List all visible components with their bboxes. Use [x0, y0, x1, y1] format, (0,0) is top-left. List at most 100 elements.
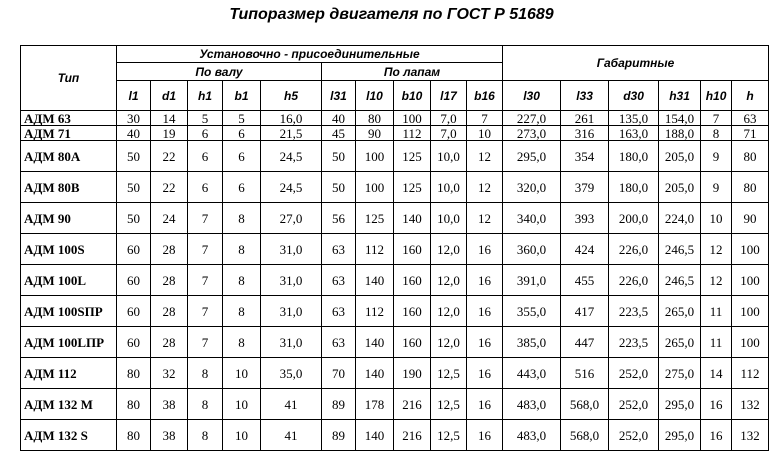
cell: 6	[222, 140, 261, 172]
column-header: b16	[465, 80, 504, 111]
cell: 31,0	[260, 233, 322, 265]
cell: 6	[222, 171, 261, 203]
cell: 447	[560, 326, 610, 358]
cell: 190	[393, 357, 431, 389]
motor-type: АДМ 63	[20, 110, 117, 126]
cell: 14	[150, 110, 188, 126]
cell: 12	[465, 140, 504, 172]
cell: 16	[465, 264, 504, 296]
cell: 135,0	[608, 110, 660, 126]
cell: 132	[731, 388, 770, 420]
column-header: d30	[608, 80, 660, 111]
cell: 31,0	[260, 295, 322, 327]
cell: 22	[150, 171, 188, 203]
cell: 28	[150, 326, 188, 358]
table: Тип Установочно - присоединительные Габа…	[20, 45, 770, 451]
cell: 16	[700, 419, 733, 451]
column-header: h5	[260, 80, 322, 111]
table-row: АДМ 80В 50 22 6 6 24,5 50 100 125 10,0 12 320,0 379 1…	[20, 171, 770, 203]
cell: 295,0	[658, 419, 702, 451]
table-row: АДМ 63 30 14 5 5 16,0 40 80 100 7,0 7 227,0 261 135,0…	[20, 110, 770, 126]
cell: 80	[116, 419, 151, 451]
column-header: d1	[150, 80, 188, 111]
cell: 80	[731, 171, 770, 203]
table-row: АДМ 112 80 32 8 10 35,0 70 140 190 12,5 16 443,0 516…	[20, 357, 770, 389]
cell: 31,0	[260, 326, 322, 358]
cell: 180,0	[608, 140, 660, 172]
cell: 21,5	[260, 125, 322, 141]
cell: 275,0	[658, 357, 702, 389]
cell: 8	[222, 295, 261, 327]
cell: 516	[560, 357, 610, 389]
cell: 10,0	[430, 140, 467, 172]
cell: 424	[560, 233, 610, 265]
motor-type: АДМ 71	[20, 125, 117, 141]
cell: 273,0	[502, 125, 562, 141]
cell: 89	[321, 419, 356, 451]
table-row: АДМ 100S 60 28 7 8 31,0 63 112 160 12,0 16 360,0 424…	[20, 233, 770, 265]
cell: 295,0	[658, 388, 702, 420]
table-row: АДМ 90 50 24 7 8 27,0 56 125 140 10,0 12 340,0 393 20…	[20, 202, 770, 234]
cell: 132	[731, 419, 770, 451]
cell: 112	[731, 357, 770, 389]
cell: 16	[465, 295, 504, 327]
cell: 227,0	[502, 110, 562, 126]
cell: 56	[321, 202, 356, 234]
cell: 6	[187, 125, 223, 141]
cell: 360,0	[502, 233, 562, 265]
cell: 393	[560, 202, 610, 234]
cell: 38	[150, 419, 188, 451]
cell: 163,0	[608, 125, 660, 141]
cell: 455	[560, 264, 610, 296]
cell: 112	[355, 295, 394, 327]
cell: 8	[187, 388, 223, 420]
cell: 417	[560, 295, 610, 327]
column-header: l10	[355, 80, 394, 111]
cell: 160	[393, 233, 431, 265]
motor-type: АДМ 100L	[20, 264, 117, 296]
cell: 28	[150, 295, 188, 327]
cell: 568,0	[560, 388, 610, 420]
header-row: l1 d1 h1 b1 h5 l31 l10 b10 l17 b16 l30 l33 d30 h31 h10…	[21, 80, 770, 111]
cell: 63	[321, 233, 356, 265]
motor-type: АДМ 100LПР	[20, 326, 117, 358]
cell: 16	[465, 357, 504, 389]
cell: 354	[560, 140, 610, 172]
cell: 252,0	[608, 419, 660, 451]
cell: 11	[700, 295, 733, 327]
cell: 24	[150, 202, 188, 234]
cell: 8	[222, 264, 261, 296]
header-cell: Тип	[20, 45, 117, 111]
cell: 28	[150, 264, 188, 296]
cell: 60	[116, 264, 151, 296]
cell: 100	[393, 110, 431, 126]
cell: 32	[150, 357, 188, 389]
cell: 443,0	[502, 357, 562, 389]
table-row: АДМ 80А 50 22 6 6 24,5 50 100 125 10,0 12 295,0 354 1…	[20, 140, 770, 172]
cell: 12,0	[430, 264, 467, 296]
cell: 16	[465, 326, 504, 358]
cell: 16	[465, 388, 504, 420]
cell: 100	[731, 233, 770, 265]
cell: 226,0	[608, 233, 660, 265]
cell: 7	[187, 326, 223, 358]
cell: 70	[321, 357, 356, 389]
cell: 125	[393, 140, 431, 172]
cell: 125	[393, 171, 431, 203]
cell: 60	[116, 326, 151, 358]
table-row: АДМ 132 S 80 38 8 10 41 89 140 216 12,5 16 483,0 568…	[20, 419, 770, 451]
cell: 8	[700, 125, 733, 141]
cell: 7	[187, 233, 223, 265]
cell: 16,0	[260, 110, 322, 126]
column-header: h10	[700, 80, 733, 111]
cell: 224,0	[658, 202, 702, 234]
cell: 12,5	[430, 357, 467, 389]
cell: 10	[222, 419, 261, 451]
cell: 6	[187, 140, 223, 172]
motor-type: АДМ 112	[20, 357, 117, 389]
table-row: АДМ 71 40 19 6 6 21,5 45 90 112 7,0 10 273,0 316 163,…	[20, 125, 770, 141]
cell: 205,0	[658, 171, 702, 203]
cell: 6	[187, 171, 223, 203]
cell: 178	[355, 388, 394, 420]
cell: 483,0	[502, 419, 562, 451]
